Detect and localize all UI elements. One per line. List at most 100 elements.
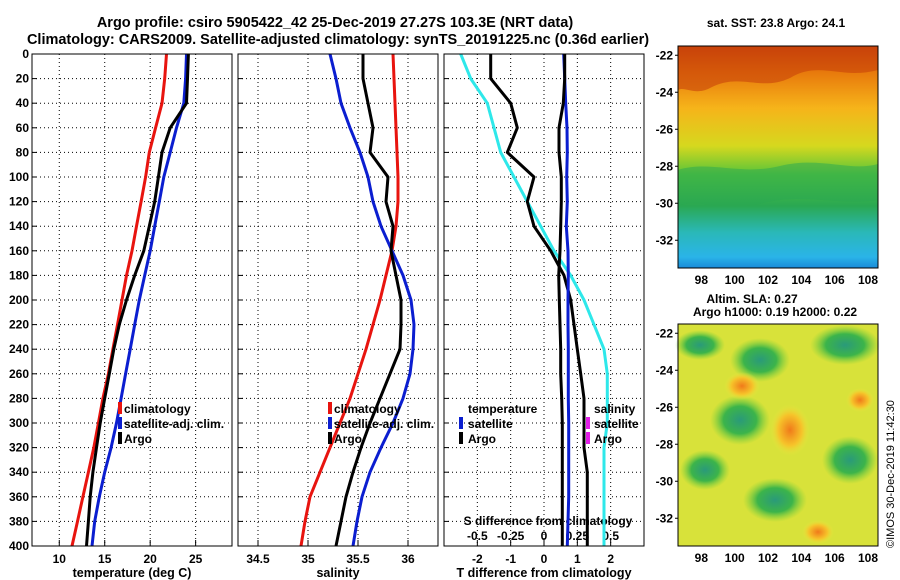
legend-label-satellite: satellite-adj. clim. [334, 417, 434, 431]
map-lat-tick-label: -28 [656, 159, 674, 173]
series-line-climatology [70, 53, 168, 547]
series-line-climatology [299, 53, 400, 547]
series-line-temperature-satellite [459, 53, 609, 546]
legend-swatch-temp-argo [459, 432, 463, 444]
depth-tick-label: 80 [16, 145, 30, 159]
series-line-salinity-satellite [562, 53, 571, 547]
legend-swatch-satellite [118, 417, 122, 429]
x-axis-label: T difference from climatology [456, 566, 631, 580]
depth-tick-label: 60 [16, 121, 30, 135]
panel-frame [443, 53, 645, 547]
map-lat-tick-label: -24 [656, 85, 674, 99]
top-tick-label: -0.5 [467, 529, 488, 543]
figure-title-line1: Argo profile: csiro 5905422_42 25-Dec-20… [97, 15, 573, 31]
map-lon-tick-label: 104 [791, 551, 811, 565]
x-tick-label: 10 [53, 552, 67, 566]
series-line-argo [334, 54, 403, 547]
depth-tick-label: 240 [9, 342, 29, 356]
legend-swatch-argo [118, 432, 122, 444]
depth-tick-label: 100 [9, 170, 29, 184]
legend-label-climatology: climatology [124, 402, 191, 416]
x-tick-label: 35.5 [346, 552, 370, 566]
map-lat-tick-label: -30 [656, 474, 674, 488]
x-axis-label: salinity [316, 566, 359, 580]
map-axis-ticks: -22 -24 -26 -28 -30 -32 98 100 102 104 106 108 -22 -2… [656, 48, 879, 565]
map-lat-tick-label: -22 [656, 326, 674, 340]
series-line-salinity-argo [557, 54, 567, 546]
depth-tick-label: 200 [9, 293, 29, 307]
sla-map-title-line2: Argo h1000: 0.19 h2000: 0.22 [693, 305, 857, 319]
series-line-satellite-adj-clim- [90, 53, 188, 547]
map-lat-tick-label: -30 [656, 196, 674, 210]
legend-label-sal-satellite: satellite [594, 417, 639, 431]
sla-high-region [770, 404, 810, 456]
map-lon-tick-label: 104 [791, 273, 811, 287]
map-lon-tick-label: 100 [725, 273, 745, 287]
map-lat-tick-label: -26 [656, 122, 674, 136]
depth-tick-label: 20 [16, 72, 30, 86]
sla-high-region [802, 520, 834, 544]
map-lat-tick-label: -22 [656, 48, 674, 62]
x-tick-label: 25 [189, 552, 203, 566]
sla-low-region [810, 325, 880, 365]
legend-swatch-argo [328, 432, 332, 444]
x-tick-label: 20 [144, 552, 158, 566]
series-line-argo [85, 53, 190, 547]
panel-frame [237, 53, 439, 547]
sla-low-region [680, 450, 730, 490]
depth-tick-label: 280 [9, 391, 29, 405]
legend-label-argo: Argo [124, 432, 152, 446]
map-lat-tick-label: -32 [656, 511, 674, 525]
legend-swatch-temp-satellite [459, 417, 463, 429]
legend-label-temp-argo: Argo [468, 432, 496, 446]
legend-temperature-heading: temperature [468, 402, 538, 416]
legend-label-argo: Argo [334, 432, 362, 446]
sla-low-region [675, 330, 725, 360]
temperature-legend: climatology satellite-adj. clim. Argo [118, 402, 224, 446]
legend-label-satellite: satellite-adj. clim. [124, 417, 224, 431]
depth-tick-label: 260 [9, 367, 29, 381]
map-lon-tick-label: 98 [695, 551, 709, 565]
legend-label-temp-satellite: satellite [468, 417, 513, 431]
depth-tick-label: 180 [9, 268, 29, 282]
map-lon-tick-label: 98 [695, 273, 709, 287]
top-axis-label: S difference from climatology [464, 514, 633, 528]
sst-warm-region [678, 46, 878, 92]
temperature-panel: 10 15 20 25 0 20 40 60 80 100 120 140 160 180 200 220 24… [9, 47, 233, 580]
depth-tick-label: 40 [16, 96, 30, 110]
map-lon-tick-label: 100 [725, 551, 745, 565]
map-lat-tick-label: -32 [656, 233, 674, 247]
x-axis-label: temperature (deg C) [73, 566, 192, 580]
sla-map-title-line1: Altim. SLA: 0.27 [706, 292, 798, 306]
depth-tick-label: 380 [9, 514, 29, 528]
x-tick-label: 0 [541, 552, 548, 566]
depth-tick-label: 320 [9, 441, 29, 455]
map-lon-tick-label: 102 [758, 551, 778, 565]
legend-swatch-satellite [328, 417, 332, 429]
map-lon-tick-label: 108 [858, 551, 878, 565]
map-lon-tick-label: 102 [758, 273, 778, 287]
copyright-stamp: ©IMOS 30-Dec-2019 11:42:30 [885, 400, 897, 548]
map-lat-tick-label: -26 [656, 400, 674, 414]
depth-tick-label: 120 [9, 195, 29, 209]
x-tick-label: -1 [505, 552, 516, 566]
panel-frame [31, 53, 233, 547]
top-tick-label: 0 [541, 529, 548, 543]
x-tick-label: 15 [98, 552, 112, 566]
map-lon-tick-label: 108 [858, 273, 878, 287]
depth-tick-label: 160 [9, 244, 29, 258]
x-tick-label: 2 [607, 552, 614, 566]
top-tick-label: -0.25 [497, 529, 525, 543]
depth-tick-label: 360 [9, 490, 29, 504]
legend-swatch-sal-argo [586, 432, 590, 444]
x-tick-label: 34.5 [246, 552, 270, 566]
top-tick-label: 0.25 [566, 529, 590, 543]
sla-map-frame [677, 323, 879, 547]
legend-label-sal-argo: Argo [594, 432, 622, 446]
salinity-panel: 34.5 35 35.5 36 salinity [237, 53, 439, 580]
legend-swatch-sal-satellite [586, 417, 590, 429]
salinity-legend: climatology satellite-adj. clim. Argo [328, 402, 434, 446]
sst-map-title: sat. SST: 23.8 Argo: 24.1 [707, 16, 846, 30]
depth-tick-label: 400 [9, 539, 29, 553]
